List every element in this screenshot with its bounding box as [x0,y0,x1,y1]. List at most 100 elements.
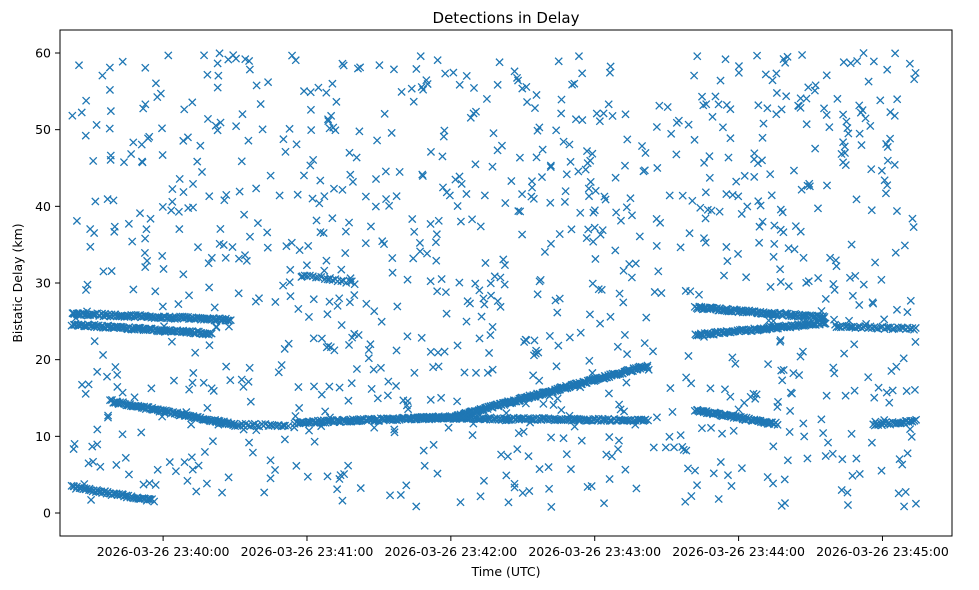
detection-point [652,122,661,132]
detection-point [93,425,102,434]
detection-point [895,455,904,464]
detection-point [118,388,127,397]
detection-point [871,258,880,267]
detection-point [99,267,108,276]
detection-point [168,185,177,194]
detection-point [468,431,477,440]
detection-point [488,365,497,374]
detection-point [87,495,96,504]
detection-point [810,86,819,95]
detection-point [70,439,79,448]
detection-point [118,430,127,439]
detection-point [650,287,659,297]
detection-point [553,308,562,317]
detection-point [578,69,587,78]
detection-point [751,394,760,403]
detection-point [321,407,330,416]
detection-point [783,52,792,61]
detection-point [666,384,675,393]
detection-point [338,59,347,68]
detection-point [105,85,114,94]
detection-point [209,386,218,395]
detection-point [765,418,774,427]
detection-point [821,319,830,328]
data-points [67,49,921,511]
detection-point [619,298,628,307]
detection-point [224,316,233,325]
detection-point [888,325,897,334]
y-tick-label: 40 [35,199,51,214]
detection-point [518,488,527,497]
detection-point [325,413,335,422]
detection-point [566,465,576,474]
detection-point [350,329,359,338]
detection-point [588,279,597,288]
detection-point [362,299,371,308]
detection-point [371,174,381,184]
detection-point [253,219,262,228]
detection-point [235,187,244,196]
detection-point [212,322,221,331]
detection-point [202,479,211,488]
detection-point [777,501,786,510]
detection-point [433,348,443,357]
detection-point [81,285,91,294]
detection-point [855,300,864,310]
detection-point [270,465,280,475]
detection-point [566,157,575,166]
detection-point [900,241,909,250]
detection-point [279,135,288,144]
detection-point [652,214,661,223]
detection-point [898,460,907,469]
detection-point [716,457,725,467]
detection-point [179,270,188,279]
detection-point [200,447,209,457]
chart-title: Detections in Delay [433,9,580,27]
detection-point [565,140,574,149]
detection-point [309,382,319,391]
detection-point [578,116,587,125]
detection-point [781,58,790,67]
detection-point [546,162,555,172]
detection-point [531,392,540,401]
detection-point [469,83,479,93]
detection-point [344,396,353,405]
detection-point [157,124,167,133]
detection-point [89,457,98,466]
detection-point [864,373,873,382]
detection-point [605,474,614,484]
detection-point [124,470,134,479]
detection-point [790,245,799,254]
detection-point [839,110,848,119]
detection-point [471,160,480,169]
detection-point [408,214,417,224]
detection-point [880,415,889,425]
y-tick-label: 10 [35,429,51,444]
detection-point [286,292,295,301]
detection-point [237,375,246,384]
detection-point [759,119,768,128]
detection-point [800,432,809,441]
detection-point [789,166,799,175]
detection-point [71,314,80,323]
detection-point [106,107,115,116]
detection-point [654,267,663,276]
detection-point [840,142,849,151]
detection-point [179,136,188,145]
detection-point [883,65,892,74]
detection-point [275,191,284,200]
detection-point [570,380,579,389]
detection-point [239,425,248,434]
detection-point [799,419,808,428]
detection-point [415,238,424,247]
detection-point [84,459,93,468]
detection-point [352,364,361,374]
detection-point [329,123,338,132]
detection-point [840,349,849,358]
detection-point [130,393,139,402]
detection-point [855,469,864,479]
detection-point [429,363,438,372]
detection-point [251,297,260,306]
detection-point [282,242,291,251]
detection-point [181,327,191,336]
